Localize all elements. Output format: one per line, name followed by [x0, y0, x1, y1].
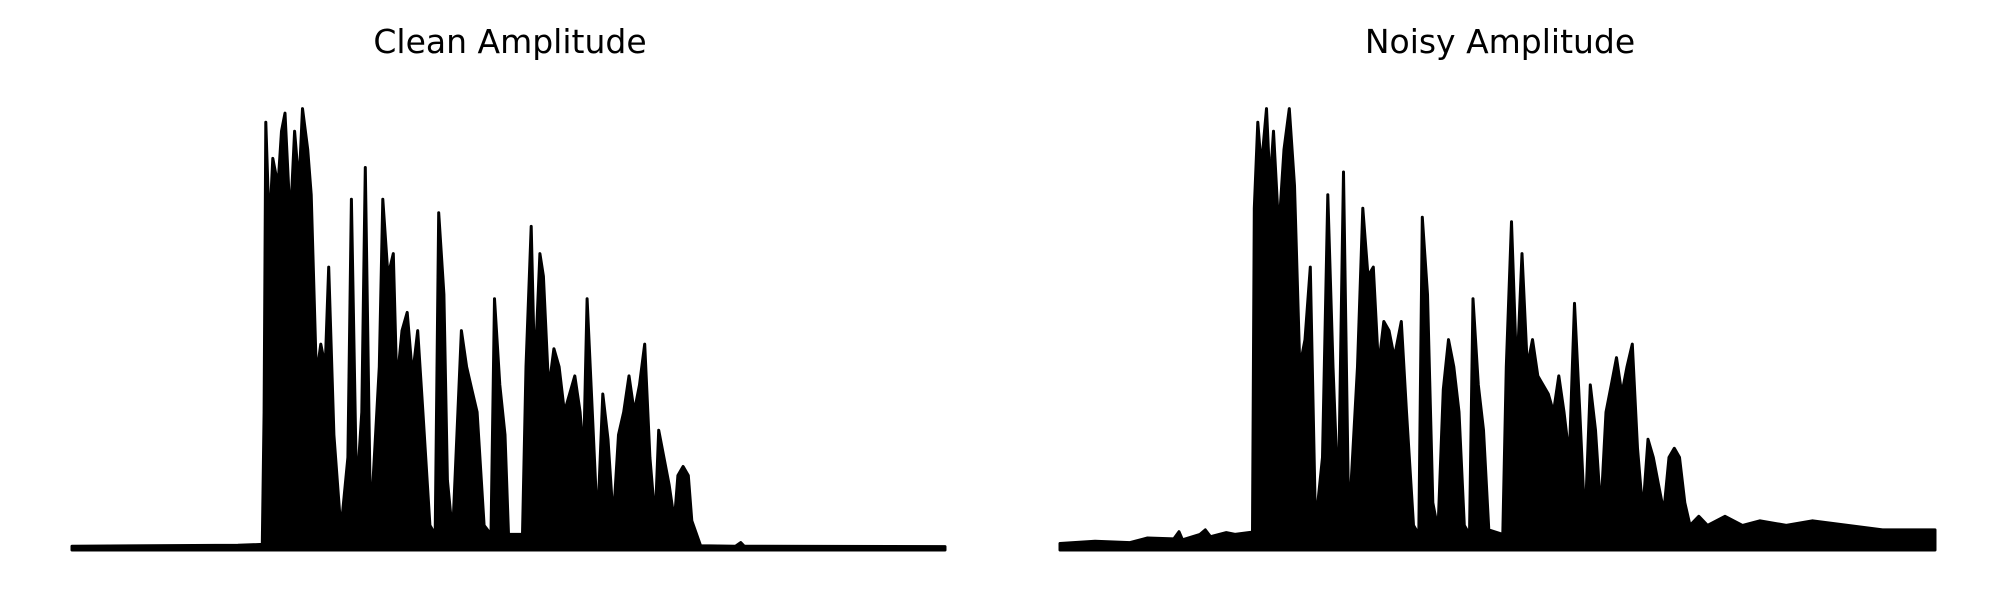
amplitude-area-0 [70, 107, 947, 552]
noisy-amplitude-panel: Noisy Amplitude [1000, 0, 2000, 600]
clean-amplitude-plot [70, 107, 947, 552]
noisy-amplitude-plot [1058, 107, 1937, 552]
chart-title-clean: Clean Amplitude [373, 22, 647, 61]
amplitude-area-1 [1058, 107, 1937, 552]
chart-title-noisy: Noisy Amplitude [1364, 22, 1636, 61]
clean-amplitude-panel: Clean Amplitude [70, 22, 947, 552]
